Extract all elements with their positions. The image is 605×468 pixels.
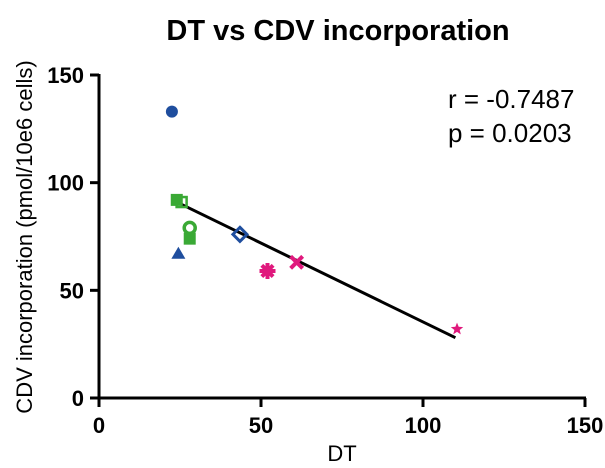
data-point bbox=[230, 225, 250, 244]
x-tick-label: 150 bbox=[567, 413, 604, 438]
y-tick-label: 100 bbox=[47, 171, 84, 196]
annotation-p: p = 0.0203 bbox=[448, 118, 572, 148]
marker-shape bbox=[450, 322, 464, 335]
data-point bbox=[175, 195, 188, 209]
data-points bbox=[165, 105, 464, 335]
y-tick-label: 150 bbox=[47, 63, 84, 88]
x-tick-label: 50 bbox=[249, 413, 273, 438]
chart-title: DT vs CDV incorporation bbox=[166, 15, 509, 47]
marker-shape bbox=[182, 220, 197, 236]
x-tick-label: 100 bbox=[405, 413, 442, 438]
fit-line bbox=[176, 200, 457, 340]
data-point bbox=[259, 263, 276, 279]
data-point bbox=[165, 105, 178, 118]
marker-shape bbox=[183, 232, 196, 245]
annotation-r: r = -0.7487 bbox=[448, 84, 574, 114]
y-axis-label: CDV incorporation (pmol/10e6 cells) bbox=[12, 60, 37, 413]
marker-shape bbox=[165, 105, 178, 118]
data-point bbox=[171, 246, 186, 259]
marker-shape bbox=[289, 254, 305, 270]
marker-core bbox=[262, 265, 273, 276]
y-tick-label: 50 bbox=[60, 278, 84, 303]
data-point bbox=[182, 220, 197, 236]
marker-shape bbox=[175, 195, 188, 209]
fit-line-group bbox=[176, 200, 457, 340]
data-point bbox=[450, 322, 464, 335]
x-tick-label: 0 bbox=[93, 413, 105, 438]
marker-shape bbox=[171, 246, 186, 259]
data-point bbox=[183, 232, 196, 245]
data-point bbox=[289, 254, 305, 270]
marker-shape bbox=[230, 225, 250, 244]
x-axis-label: DT bbox=[327, 441, 356, 466]
y-tick-label: 0 bbox=[72, 386, 84, 411]
axes: 0 50 100 150 0 50 100 150 bbox=[47, 63, 603, 438]
